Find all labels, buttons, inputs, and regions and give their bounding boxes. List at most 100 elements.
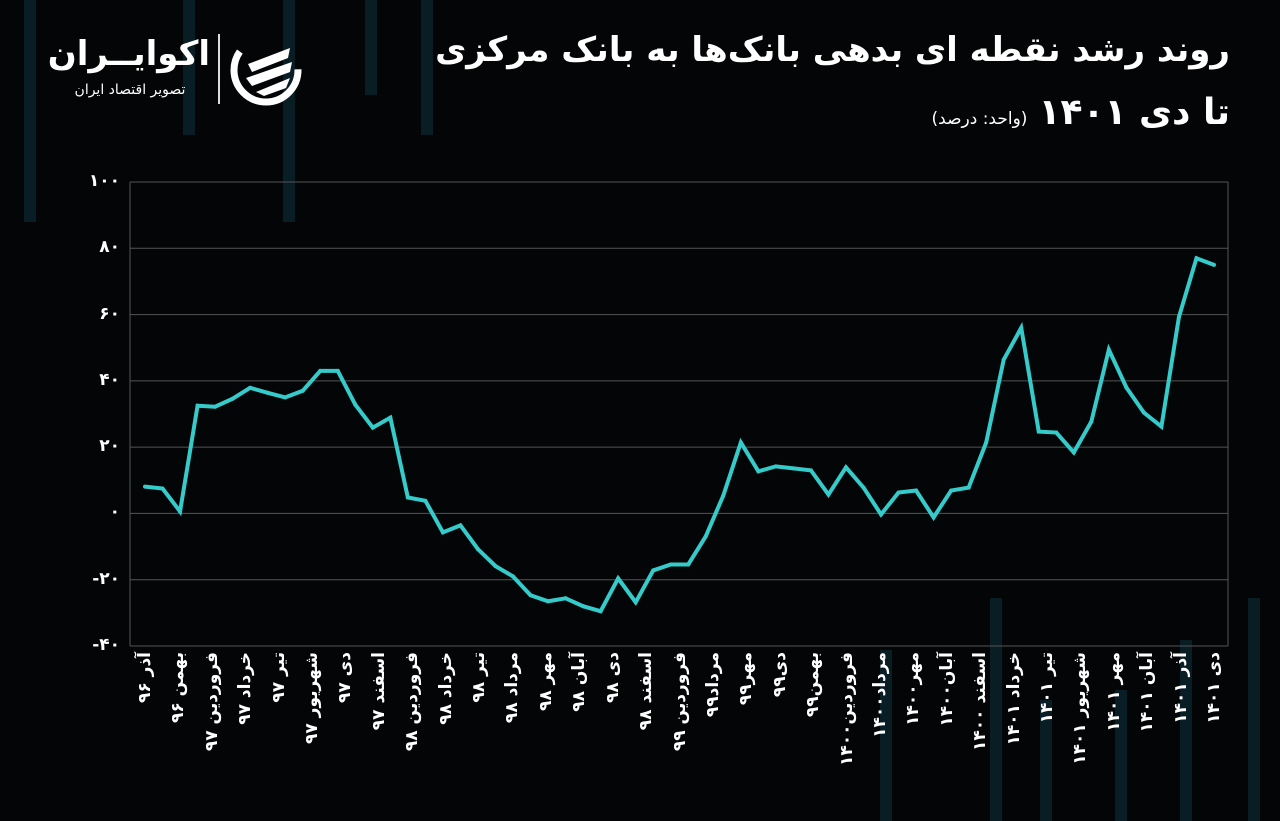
data-point [318,368,323,373]
data-point [458,523,463,528]
x-tick-label: شهریور ۹۷ [302,652,323,745]
data-point [791,466,796,471]
data-point [475,547,480,552]
x-tick-label: شهریور ۱۴۰۱ [1070,652,1091,765]
data-point [721,493,726,498]
data-point [879,512,884,517]
x-tick-label: دی ۱۴۰۱ [1204,652,1224,724]
data-point [808,468,813,473]
chart-title: روند رشد نقطه ای بدهی بانک‌ها به بانک مر… [435,30,1230,70]
data-point [1036,429,1041,434]
data-point [1054,430,1059,435]
background-bar [365,0,377,95]
x-tick-label: فروردین۱۴۰۰ [836,652,857,766]
x-tick-label: فروردین ۹۷ [201,652,222,752]
data-point [651,568,656,573]
x-tick-label: آبان۱۴۰۰ [936,652,957,727]
y-tick-label: ۰ [109,502,120,523]
data-point [686,562,691,567]
data-point [388,415,393,420]
x-tick-label: مرداد ۹۸ [502,652,523,724]
data-point [143,484,147,489]
data-point [511,574,516,579]
data-point [1019,325,1024,330]
data-point [1106,347,1111,352]
x-tick-label: اسفند ۹۷ [368,652,389,731]
x-tick-label: دی۹۹ [769,652,790,698]
data-point [1124,385,1129,390]
data-point [984,440,989,445]
y-tick-label: ۸۰ [99,237,120,258]
data-point [335,368,340,373]
series-line [144,255,1215,614]
y-tick-label: ۱۰۰ [88,171,120,191]
data-point [1001,357,1006,362]
logo-name: اکوایــران [47,34,210,74]
chart-subtitle: تا دی ۱۴۰۱ [1038,92,1230,133]
background-bar [1115,690,1127,821]
logo-mark-icon [230,34,302,106]
background-bar [183,0,195,135]
data-point [896,490,901,495]
data-point [230,396,235,401]
x-tick-label: مهر ۹۸ [535,652,556,712]
background-bar [1180,640,1192,821]
x-tick-label: آذر ۱۴۰۱ [1170,652,1191,724]
data-point [861,485,866,490]
data-point [773,464,778,469]
data-point [581,604,586,609]
data-point [633,600,638,605]
x-tick-label: تیر ۹۸ [469,652,490,703]
x-tick-label: مهر۹۹ [736,652,757,706]
x-tick-label: بهمن۹۹ [803,652,824,718]
x-tick-label: بهمن ۹۶ [168,652,189,723]
data-point [265,390,270,395]
data-point [178,509,183,514]
background-bar [421,0,433,135]
data-point [914,488,919,493]
data-point [248,385,253,390]
data-point [1141,410,1146,415]
background-bar [1040,700,1052,821]
data-point [213,404,218,409]
unit-label: (واحد: درصد) [931,109,1028,129]
x-tick-label: فروردین ۹۹ [669,652,690,752]
y-tick-label: -۴۰ [92,635,120,655]
x-tick-label: آبان ۹۸ [569,652,590,712]
data-point [160,486,165,491]
data-point [546,599,551,604]
data-point [668,562,673,567]
x-tick-label: اسفند ۱۴۰۰ [970,652,991,751]
x-tick-label: مهر ۱۴۰۱ [1103,652,1124,732]
y-tick-label: ۲۰ [99,436,120,457]
data-point [493,564,498,569]
data-point [616,576,621,581]
background-bar [24,0,36,222]
x-tick-label: اسفند ۹۸ [636,652,657,731]
logo-divider [218,34,220,104]
x-tick-label: خرداد ۱۴۰۱ [1003,652,1024,746]
data-point [283,395,288,400]
logo-tagline: تصویر اقتصاد ایران [74,82,186,98]
x-tick-label: مهر۱۴۰۰ [903,652,924,726]
y-tick-label: ۶۰ [99,303,120,324]
data-point [1176,314,1181,319]
x-tick-label: آذر ۹۶ [135,652,155,704]
data-point [738,440,743,445]
data-point [405,495,410,500]
data-point [1212,262,1216,267]
data-point [598,609,603,614]
data-point [756,469,761,474]
background-bar [990,598,1002,821]
x-tick-label: دی ۹۸ [602,652,623,703]
x-tick-label: مرداد۹۹ [702,652,723,718]
data-point [440,530,445,535]
background-bar [1248,598,1260,821]
data-point [528,593,533,598]
y-tick-label: -۲۰ [92,568,120,589]
data-point [1071,450,1076,455]
background-bar [880,650,892,821]
data-point [931,515,936,520]
x-tick-label: تیر ۱۴۰۱ [1036,652,1057,724]
data-point [353,402,358,407]
